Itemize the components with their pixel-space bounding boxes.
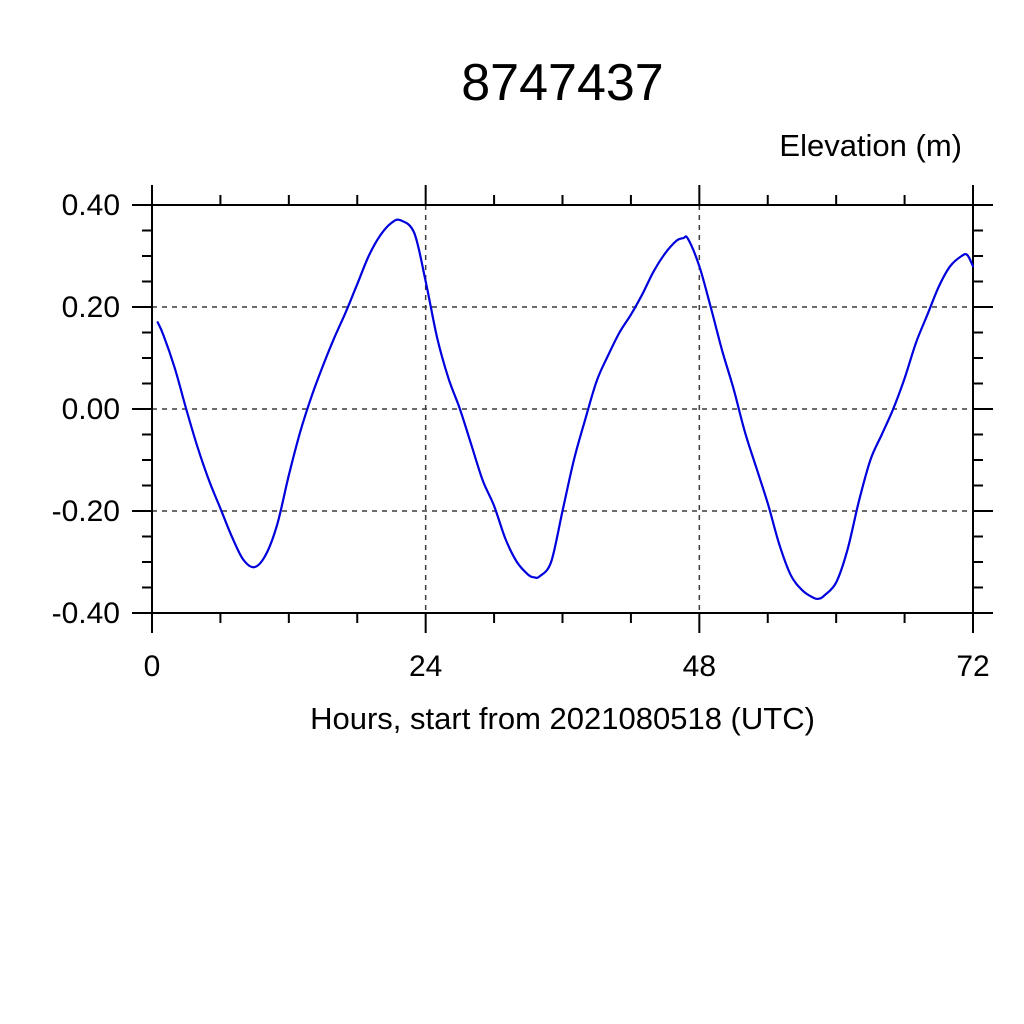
x-tick-label: 48: [683, 650, 716, 683]
y-tick-label: 0.20: [62, 291, 120, 324]
y-tick-label: -0.40: [52, 597, 120, 630]
x-axis-label: Hours, start from 2021080518 (UTC): [310, 701, 815, 736]
y-tick-label: 0.00: [62, 393, 120, 426]
y-axis-label: Elevation (m): [779, 128, 962, 163]
y-tick-label: 0.40: [62, 189, 120, 222]
chart-title: 8747437: [461, 54, 664, 112]
x-tick-label: 24: [409, 650, 442, 683]
x-tick-label: 0: [144, 650, 161, 683]
y-tick-label: -0.20: [52, 495, 120, 528]
x-tick-label: 72: [956, 650, 989, 683]
elevation-curve: [156, 218, 975, 601]
